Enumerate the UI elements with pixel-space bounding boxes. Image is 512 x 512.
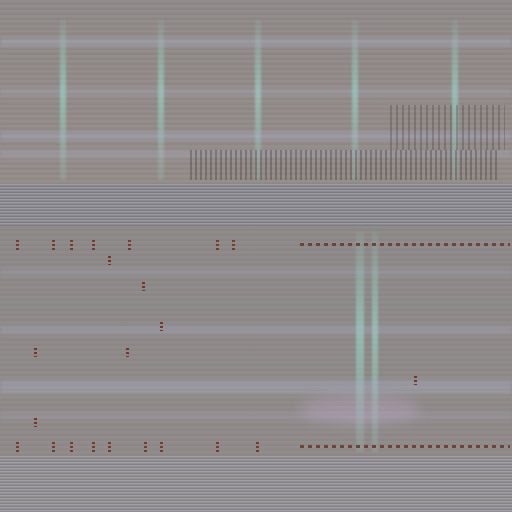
top-glyph-cluster: [190, 150, 500, 180]
tick-mark: [108, 442, 111, 452]
tick-mark: [16, 240, 19, 250]
tick-mark: [70, 240, 73, 250]
scattered-mark: [414, 376, 417, 385]
top-glyph-cluster-small: [390, 105, 505, 150]
scattered-mark: [34, 348, 37, 357]
tick-mark: [52, 240, 55, 250]
tick-mark: [16, 442, 19, 452]
tick-mark: [52, 442, 55, 452]
top-band-2: [0, 88, 512, 96]
tick-mark: [70, 442, 73, 452]
bottom-strip: [0, 456, 512, 512]
top-band-4: [0, 150, 512, 158]
bottom-stripe-2: [372, 232, 378, 452]
tick-mark: [144, 442, 147, 452]
tick-row-lower: [0, 442, 512, 452]
tick-mark: [128, 240, 131, 250]
scattered-mark: [160, 322, 163, 331]
scattered-mark: [34, 418, 37, 427]
glow-spot: [300, 395, 420, 425]
bottom-band-3: [0, 380, 512, 394]
top-stripe-1: [60, 20, 66, 180]
top-band-3: [0, 132, 512, 140]
top-stripe-2: [158, 20, 164, 180]
bottom-band-2: [0, 326, 512, 334]
top-stripe-4: [352, 20, 358, 180]
dash-group: [300, 243, 510, 246]
tick-mark: [216, 240, 219, 250]
tick-mark: [256, 442, 259, 452]
scattered-mark: [126, 348, 129, 357]
bottom-band-4: [0, 412, 512, 420]
top-stripe-3: [255, 20, 261, 180]
dash-group: [300, 445, 510, 448]
tick-mark: [232, 240, 235, 250]
divider-band: [0, 184, 512, 226]
scattered-mark: [142, 282, 145, 291]
tick-mark: [92, 240, 95, 250]
tick-mark: [216, 442, 219, 452]
top-stripe-5: [452, 20, 458, 180]
bottom-band-1: [0, 268, 512, 276]
tick-mark: [92, 442, 95, 452]
top-band-1: [0, 38, 512, 46]
tick-mark: [160, 442, 163, 452]
tick-row-upper: [0, 240, 512, 250]
bottom-stripe-1: [356, 232, 364, 452]
scattered-mark: [108, 256, 111, 265]
